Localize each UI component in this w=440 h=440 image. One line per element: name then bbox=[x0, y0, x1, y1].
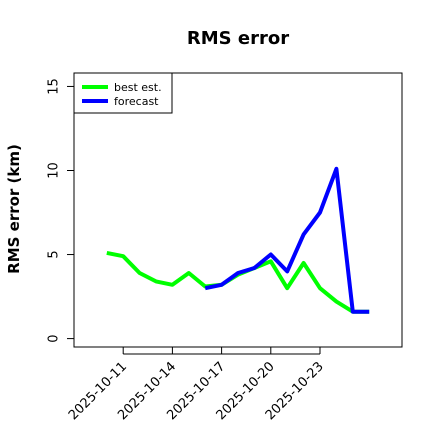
legend-label: best est. bbox=[114, 81, 162, 94]
plot-frame bbox=[73, 72, 403, 348]
legend-label: forecast bbox=[114, 95, 159, 108]
y-tick-label: 15 bbox=[47, 78, 62, 95]
y-tick-label: 5 bbox=[47, 250, 62, 258]
y-tick-label: 0 bbox=[47, 334, 62, 342]
series-line-2 bbox=[204, 166, 370, 314]
y-axis-label: RMS error (km) bbox=[5, 144, 23, 274]
x-axis: 2025-10-112025-10-142025-10-172025-10-20… bbox=[66, 347, 327, 423]
legend: best est.forecast bbox=[73, 72, 173, 114]
series-line-1 bbox=[106, 250, 370, 314]
y-tick-label: 10 bbox=[47, 162, 62, 179]
y-axis: 0 5 10 15 bbox=[47, 78, 74, 343]
chart-title: RMS error bbox=[187, 28, 289, 49]
legend-box bbox=[73, 72, 173, 114]
series-layer bbox=[106, 166, 370, 314]
